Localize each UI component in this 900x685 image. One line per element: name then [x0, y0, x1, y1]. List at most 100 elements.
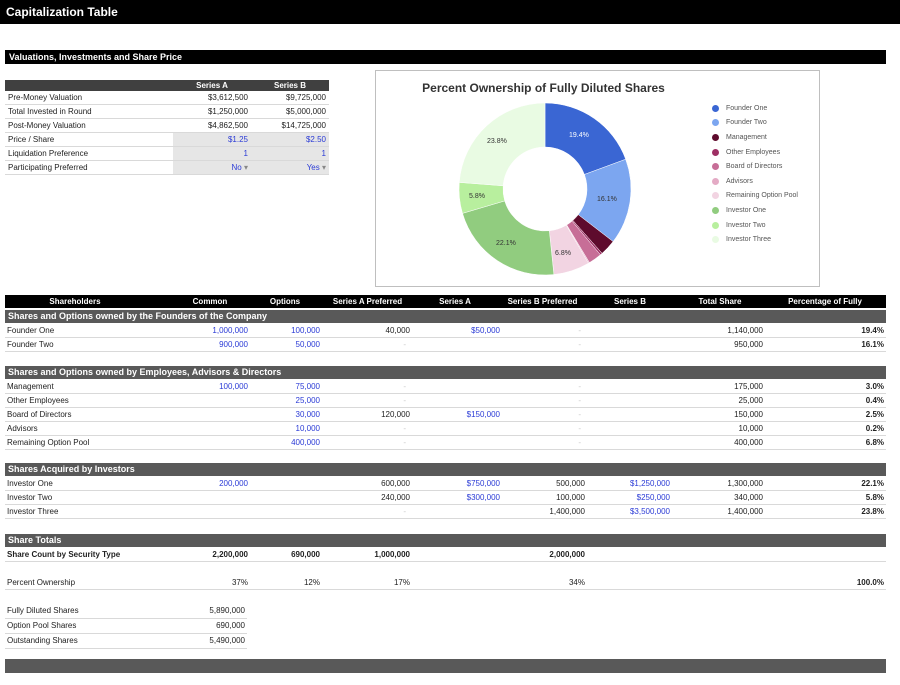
cell-sbp: - [578, 438, 581, 447]
legend-label: Management [726, 133, 767, 141]
shareholder-name: Other Employees [7, 396, 69, 405]
cell-options[interactable]: 50,000 [295, 340, 320, 349]
cap-table-header: Shareholders Common Options Series A Pre… [5, 295, 886, 308]
shareholder-row: Board of Directors 30,000 120,000 $150,000 -… [5, 408, 886, 422]
cell-pct: 23.8% [861, 507, 884, 516]
legend-label: Investor Three [726, 236, 772, 244]
cell-options[interactable]: 400,000 [291, 438, 320, 447]
valuation-row: Participating Preferred No ▾ Yes ▾ [5, 160, 329, 175]
shareholder-name: Investor Two [7, 493, 53, 502]
cell-sap: - [403, 507, 406, 516]
donut-chart [458, 102, 632, 276]
summary-row: Option Pool Shares 690,000 [5, 619, 247, 634]
cell-sa[interactable]: $300,000 [466, 493, 500, 502]
legend-dot-icon [712, 148, 719, 156]
legend-dot-icon [712, 206, 719, 214]
percent-ownership-common: 37% [231, 578, 248, 587]
legend-label: Investor Two [726, 221, 766, 229]
cell-sa[interactable]: $50,000 [471, 326, 500, 335]
cell-sa[interactable]: $750,000 [466, 479, 500, 488]
valuation-label: Pre-Money Valuation [5, 91, 173, 105]
cell-sap: - [403, 438, 406, 447]
cell-sb[interactable]: $1,250,000 [629, 479, 670, 488]
col-header-common: Common [192, 297, 228, 306]
cell-common[interactable]: 200,000 [219, 479, 248, 488]
cell-pct: 3.0% [865, 382, 884, 391]
legend-dot-icon [712, 163, 719, 171]
cell-common[interactable]: 1,000,000 [212, 326, 248, 335]
cell-sbp: 100,000 [556, 493, 585, 502]
cell-common[interactable]: 100,000 [219, 382, 248, 391]
cell-options[interactable]: 75,000 [295, 382, 320, 391]
valuation-label: Total Invested in Round [5, 104, 173, 119]
valuation-a-value: $3,612,500 [173, 91, 251, 105]
cell-total: 1,300,000 [727, 479, 763, 488]
cell-options[interactable]: 25,000 [295, 396, 320, 405]
valuation-label: Liquidation Preference [5, 146, 173, 161]
price-share-b-input[interactable]: $2.50 [251, 132, 329, 147]
cell-options[interactable]: 100,000 [291, 326, 320, 335]
col-header-total-share: Total Share [698, 297, 742, 306]
dropdown-arrow-icon[interactable]: ▾ [321, 163, 326, 172]
percent-ownership-series-a-pref: 17% [393, 578, 410, 587]
valuation-row: Post-Money Valuation $4,862,500 $14,725,… [5, 118, 329, 133]
legend-dot-icon [712, 119, 719, 127]
legend-item: Investor Three [712, 232, 798, 247]
cell-total: 340,000 [734, 493, 763, 502]
dropdown-arrow-icon[interactable]: ▾ [243, 163, 248, 172]
liquidation-a-input[interactable]: 1 [173, 146, 251, 161]
cell-options[interactable]: 30,000 [295, 410, 320, 419]
slice-label-investor-three: 23.8% [487, 138, 507, 145]
legend-label: Advisors [726, 177, 753, 185]
section-valuations-header: Valuations, Investments and Share Price [5, 50, 886, 64]
cell-sb[interactable]: $250,000 [636, 493, 670, 502]
share-count-series-a-pref: 1,000,000 [374, 550, 410, 559]
summary-value: 690,000 [216, 621, 245, 630]
cell-sa[interactable]: $150,000 [466, 410, 500, 419]
col-header-series-b: Series B [613, 297, 647, 306]
summary-row: Fully Diluted Shares 5,890,000 [5, 604, 247, 619]
participating-a-dropdown[interactable]: No ▾ [173, 160, 251, 175]
summary-value: 5,890,000 [209, 606, 245, 615]
liquidation-b-input[interactable]: 1 [251, 146, 329, 161]
shareholder-row: Management 100,000 75,000 - - 175,000 3.0% [5, 380, 886, 394]
col-header-shareholders: Shareholders [49, 297, 101, 306]
legend-item: Investor One [712, 203, 798, 218]
cell-sb[interactable]: $3,500,000 [629, 507, 670, 516]
valuation-row: Price / Share $1.25 $2.50 [5, 132, 329, 147]
donut-slice-investor-one[interactable] [462, 200, 555, 276]
legend-item: Investor Two [712, 218, 798, 233]
summary-row: Outstanding Shares 5,490,000 [5, 634, 247, 649]
ownership-chart[interactable]: Percent Ownership of Fully Diluted Share… [375, 70, 820, 287]
slice-label-remaining-pool: 6.8% [555, 250, 571, 257]
valuation-header-row: Series A Series B [5, 80, 329, 91]
price-share-a-input[interactable]: $1.25 [173, 132, 251, 147]
cell-pct: 2.5% [865, 410, 884, 419]
col-header-options: Options [269, 297, 301, 306]
cell-options[interactable]: 10,000 [295, 424, 320, 433]
cell-sap: - [403, 340, 406, 349]
cell-total: 150,000 [734, 410, 763, 419]
legend-item: Remaining Option Pool [712, 189, 798, 204]
shareholder-row: Founder One 1,000,000 100,000 40,000 $50,000… [5, 324, 886, 338]
legend-dot-icon [712, 104, 719, 112]
valuation-b-value: $14,725,000 [251, 118, 329, 133]
percent-ownership-label: Percent Ownership [7, 578, 76, 587]
valuation-table: Series A Series B Pre-Money Valuation $3… [5, 80, 329, 175]
footer-bar [5, 659, 886, 673]
participating-b-dropdown[interactable]: Yes ▾ [251, 160, 329, 175]
legend-item: Founder One [712, 101, 798, 116]
cell-common[interactable]: 900,000 [219, 340, 248, 349]
valuation-label: Post-Money Valuation [5, 118, 173, 133]
cell-sap: 600,000 [381, 479, 410, 488]
donut-slice-investor-three[interactable] [458, 102, 546, 187]
shareholder-name: Investor One [7, 479, 53, 488]
valuation-b-value: $9,725,000 [251, 91, 329, 105]
cell-pct: 19.4% [861, 326, 884, 335]
cell-sap: - [403, 396, 406, 405]
legend-label: Investor One [726, 206, 767, 214]
cell-total: 10,000 [738, 424, 763, 433]
valuation-b-value: $5,000,000 [251, 104, 329, 119]
percent-ownership-series-b-pref: 34% [568, 578, 585, 587]
cell-sbp: - [578, 326, 581, 335]
